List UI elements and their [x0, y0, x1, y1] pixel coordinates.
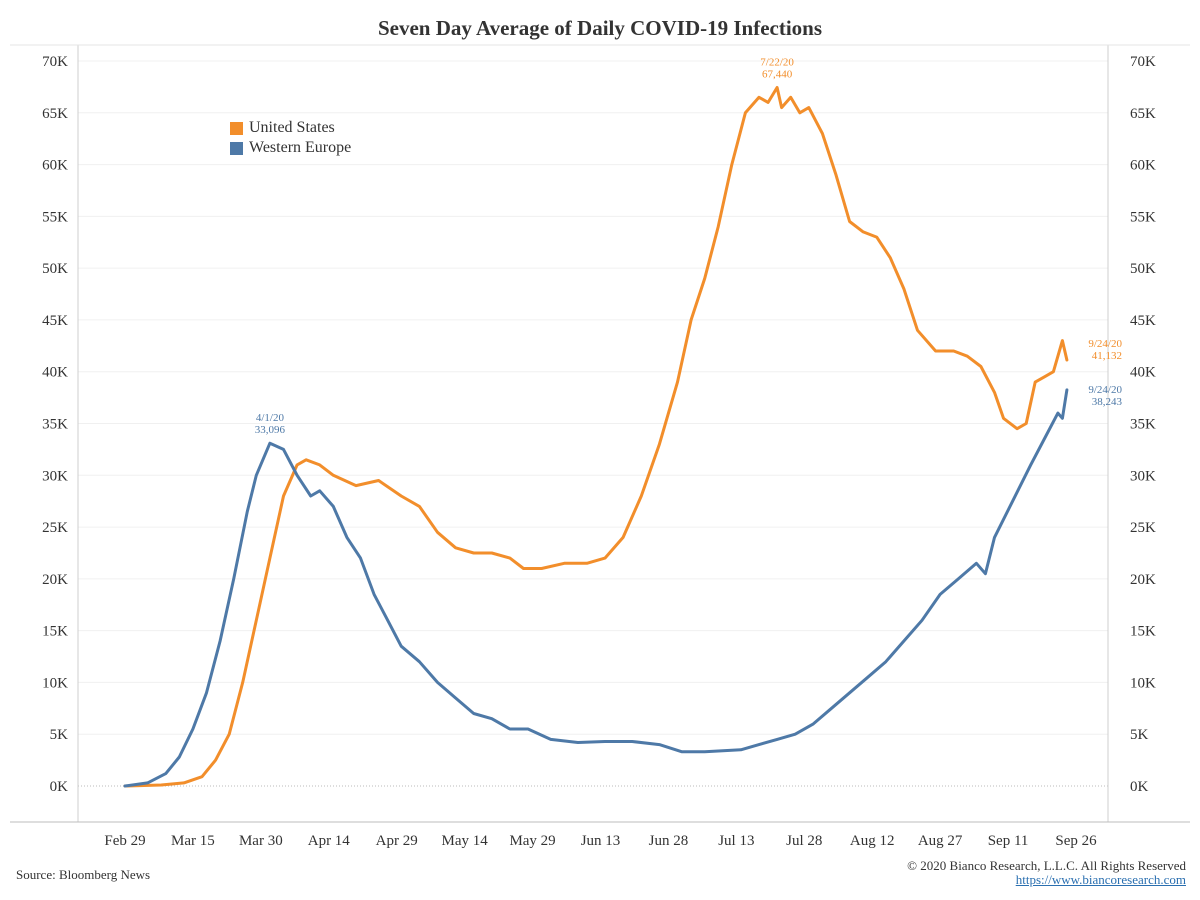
legend-label-us: United States	[249, 119, 335, 136]
y-tick-label-right: 0K	[1130, 779, 1149, 795]
copyright-text: © 2020 Bianco Research, L.L.C. All Right…	[907, 858, 1186, 873]
x-tick-label: Sep 26	[1055, 833, 1097, 849]
y-tick-label-right: 15K	[1130, 624, 1156, 640]
y-tick-label-left: 25K	[42, 520, 68, 536]
y-tick-label-left: 35K	[42, 417, 68, 433]
y-tick-label-left: 55K	[42, 209, 68, 225]
y-tick-label-left: 0K	[50, 779, 69, 795]
y-tick-label-right: 65K	[1130, 106, 1156, 122]
y-tick-label-right: 30K	[1130, 468, 1156, 484]
chart-title: Seven Day Average of Daily COVID-19 Infe…	[377, 16, 823, 40]
x-tick-label: Apr 29	[376, 833, 418, 849]
legend-swatch-us	[230, 121, 243, 135]
legend-swatch-europe	[230, 141, 243, 155]
x-tick-label: May 14	[442, 833, 489, 849]
y-tick-label-right: 70K	[1130, 54, 1156, 70]
series-line-united-states	[123, 86, 1069, 788]
y-tick-label-left: 70K	[42, 54, 68, 70]
y-tick-label-right: 5K	[1130, 727, 1149, 743]
x-tick-label: Mar 15	[171, 833, 215, 849]
y-tick-label-left: 20K	[42, 572, 68, 588]
x-tick-label: Feb 29	[104, 833, 145, 849]
x-tick-label: Aug 27	[918, 833, 963, 849]
annotation-value: 33,096	[255, 424, 286, 436]
y-tick-label-left: 60K	[42, 158, 68, 174]
legend-label-europe: Western Europe	[249, 139, 352, 156]
annotation-value: 38,243	[1092, 396, 1123, 408]
y-tick-label-right: 50K	[1130, 261, 1156, 277]
annotation-date: 4/1/20	[256, 412, 285, 424]
y-tick-label-right: 60K	[1130, 158, 1156, 174]
y-tick-label-right: 10K	[1130, 675, 1156, 691]
y-tick-label-left: 65K	[42, 106, 68, 122]
y-tick-label-left: 30K	[42, 468, 68, 484]
x-tick-label: Jun 13	[581, 833, 621, 849]
y-tick-label-left: 50K	[42, 261, 68, 277]
y-tick-label-right: 20K	[1130, 572, 1156, 588]
x-tick-label: May 29	[509, 833, 555, 849]
y-tick-label-right: 55K	[1130, 209, 1156, 225]
y-tick-label-left: 10K	[42, 675, 68, 691]
source-note: Source: Bloomberg News	[16, 867, 151, 882]
x-tick-label: Jul 13	[718, 833, 754, 849]
annotation-date: 7/22/20	[760, 57, 794, 69]
y-tick-label-left: 45K	[42, 313, 68, 329]
x-tick-label: Sep 11	[988, 833, 1029, 849]
x-tick-label: Jun 28	[649, 833, 689, 849]
annotation-value: 67,440	[762, 69, 793, 81]
y-tick-label-right: 25K	[1130, 520, 1156, 536]
annotation-date: 9/24/20	[1088, 338, 1122, 350]
y-tick-label-right: 45K	[1130, 313, 1156, 329]
legend-item-europe[interactable]: Western Europe	[230, 138, 351, 158]
y-tick-label-right: 35K	[1130, 417, 1156, 433]
y-tick-label-left: 15K	[42, 624, 68, 640]
legend-item-us[interactable]: United States	[230, 118, 351, 138]
y-tick-label-right: 40K	[1130, 365, 1156, 381]
chart-legend: United States Western Europe	[230, 118, 351, 158]
x-tick-label: Aug 12	[850, 833, 895, 849]
y-tick-label-left: 5K	[50, 727, 69, 743]
annotation-value: 41,132	[1092, 350, 1122, 362]
y-tick-label-left: 40K	[42, 365, 68, 381]
annotation-date: 9/24/20	[1088, 384, 1122, 396]
x-tick-label: Apr 14	[308, 833, 351, 849]
website-link[interactable]: https://www.biancoresearch.com	[1015, 872, 1186, 887]
x-tick-label: Jul 28	[786, 833, 822, 849]
copyright-block: © 2020 Bianco Research, L.L.C. All Right…	[907, 859, 1186, 887]
x-tick-label: Mar 30	[239, 833, 283, 849]
series-line-western-europe	[123, 388, 1069, 788]
